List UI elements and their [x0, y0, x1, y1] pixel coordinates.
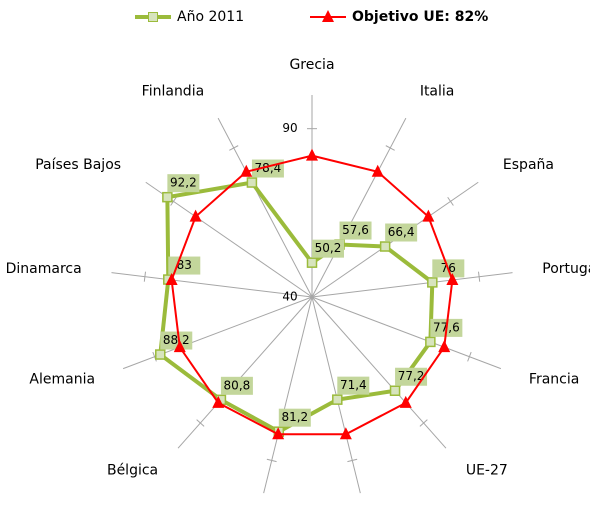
tick-mark [467, 351, 472, 362]
tick-mark [385, 145, 395, 151]
marker [446, 272, 459, 285]
data-label: 71,4 [340, 378, 367, 392]
data-label-box [385, 223, 418, 242]
marker [306, 148, 318, 161]
data-label-box [337, 376, 370, 395]
data-label-box [339, 221, 372, 240]
data-label: 57,6 [342, 223, 369, 237]
tick-label: 40 [282, 290, 297, 304]
marker [162, 191, 173, 203]
marker [212, 395, 225, 408]
tick-mark [447, 196, 454, 206]
series-line [170, 154, 454, 436]
tick-mark [152, 351, 157, 362]
legend-label: Año 2011 [177, 9, 244, 25]
marker [155, 349, 166, 360]
tick-label: 90 [282, 121, 297, 135]
tick-mark [229, 145, 239, 151]
marker [389, 385, 401, 396]
data-label: 77,2 [398, 369, 425, 383]
data-label-box [220, 376, 253, 395]
data-label-box [312, 239, 344, 258]
tick-mark [266, 458, 277, 463]
data-label: 50,2 [315, 241, 342, 255]
marker [173, 340, 186, 353]
marker [427, 277, 438, 288]
category-label: Países Bajos [35, 157, 121, 173]
tick-mark [419, 419, 428, 427]
tick-mark [347, 458, 358, 463]
marker [399, 395, 412, 408]
marker [306, 257, 318, 268]
category-label: Finlandia [142, 84, 205, 100]
category-label: Bélgica [107, 463, 158, 479]
category-label: UE-27 [466, 463, 508, 479]
marker [422, 209, 435, 222]
category-label: España [503, 157, 554, 173]
data-label: 92,2 [170, 176, 197, 190]
category-label: Italia [420, 84, 455, 100]
category-label: Francia [529, 371, 579, 387]
data-label-box [167, 174, 200, 193]
data-label: 83 [177, 258, 192, 272]
axis-spoke [122, 296, 313, 370]
data-label-box [395, 367, 428, 386]
marker [425, 336, 436, 348]
legend-marker [322, 10, 334, 22]
data-label: 66,4 [388, 225, 415, 239]
axis-spoke [217, 117, 313, 298]
category-label: Portugal [542, 261, 590, 277]
category-label: Alemania [29, 371, 95, 387]
data-label: 80,8 [224, 378, 251, 392]
marker [165, 272, 178, 285]
data-label: 88,2 [163, 333, 190, 347]
marker [339, 427, 352, 440]
marker [379, 241, 391, 252]
legend-label: Objetivo UE: 82% [352, 9, 488, 25]
marker [332, 394, 343, 405]
category-label: Grecia [289, 57, 334, 73]
tick-mark [143, 271, 146, 282]
axis-spoke [311, 296, 502, 370]
data-label-box [278, 408, 311, 427]
marker [371, 164, 384, 177]
tick-mark [196, 419, 205, 427]
category-label: Dinamarca [6, 261, 82, 277]
legend-marker [148, 12, 158, 22]
marker [246, 177, 258, 188]
tick-mark [478, 271, 481, 282]
axis-spoke [263, 296, 313, 494]
data-label: 81,2 [281, 410, 308, 424]
marker [272, 427, 285, 440]
marker [240, 164, 253, 177]
marker [438, 340, 451, 353]
marker [189, 209, 202, 222]
axis-spoke [311, 117, 407, 298]
tick-mark [170, 196, 177, 206]
data-label-box [160, 331, 193, 350]
